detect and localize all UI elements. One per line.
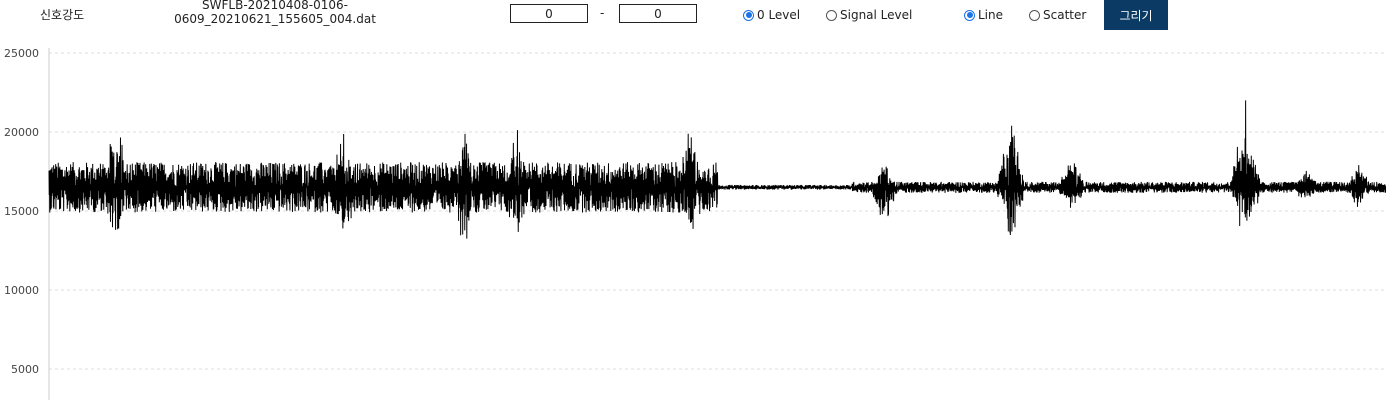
y-tick-label-15000: 15000 [4, 205, 39, 218]
radio-unchecked-icon [826, 9, 837, 21]
line-plot-radio[interactable]: Line [964, 8, 1003, 22]
scatter-plot-label: Scatter [1043, 8, 1087, 22]
scatter-plot-radio[interactable]: Scatter [1029, 8, 1086, 22]
zero-level-label: 0 Level [757, 8, 801, 22]
y-tick-label-10000: 10000 [4, 284, 39, 297]
signal-series-line [48, 100, 1386, 239]
y-axis-ticks: 25000 20000 15000 10000 5000 [4, 47, 39, 376]
signal-level-label: Signal Level [840, 8, 913, 22]
range-separator: - [600, 6, 605, 20]
chart-title-label: 신호강도 [40, 8, 85, 22]
radio-checked-icon [964, 9, 975, 21]
radio-checked-icon [743, 9, 754, 21]
y-tick-label-25000: 25000 [4, 47, 39, 60]
y-tick-label-5000: 5000 [11, 363, 39, 376]
radio-unchecked-icon [1029, 9, 1040, 21]
signal-level-radio[interactable]: Signal Level [826, 8, 912, 22]
zero-level-radio[interactable]: 0 Level [743, 8, 800, 22]
range-start-input[interactable] [510, 4, 588, 23]
y-tick-label-20000: 20000 [4, 126, 39, 139]
draw-button[interactable]: 그리기 [1104, 0, 1168, 30]
file-name-label: SWFLB-20210408-0106- 0609_20210621_15560… [174, 0, 376, 26]
range-end-input[interactable] [619, 4, 697, 23]
grid-lines [49, 52, 1386, 370]
line-plot-label: Line [978, 8, 1004, 22]
